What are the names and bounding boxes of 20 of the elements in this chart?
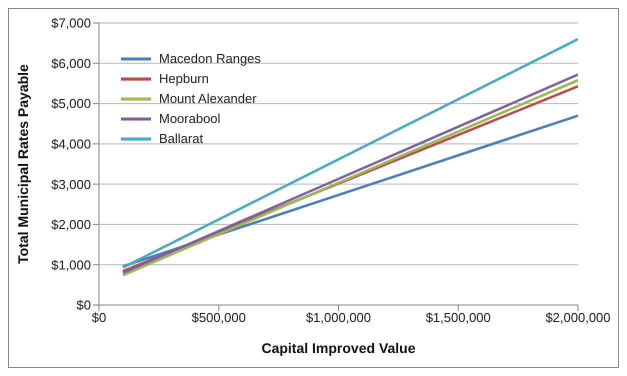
legend-label: Moorabool (159, 110, 220, 128)
y-tick-label: $6,000 (51, 56, 91, 71)
y-tick-label: $3,000 (51, 176, 91, 192)
x-tick-label: $500,000 (192, 310, 246, 326)
x-tick-label: $1,500,000 (426, 310, 491, 326)
legend-label: Macedon Ranges (159, 50, 261, 68)
x-tick-label: $0 (92, 310, 106, 326)
x-tick-label: $2,000,000 (545, 310, 611, 326)
y-tick-label: $7,000 (51, 16, 91, 31)
y-tick-label: $1,000 (51, 257, 91, 272)
x-axis-title: Capital Improved Value (261, 340, 416, 356)
x-tick-label: $1,000,000 (306, 310, 372, 326)
legend-label: Mount Alexander (159, 90, 257, 108)
y-axis-title: Total Municipal Rates Payable (14, 64, 31, 264)
y-tick-label: $4,000 (51, 136, 91, 152)
legend-label: Ballarat (159, 130, 204, 148)
y-tick-label: $5,000 (51, 96, 91, 112)
y-tick-label: $2,000 (51, 217, 91, 232)
legend-label: Hepburn (159, 70, 209, 88)
y-tick-label: $0 (76, 298, 91, 313)
